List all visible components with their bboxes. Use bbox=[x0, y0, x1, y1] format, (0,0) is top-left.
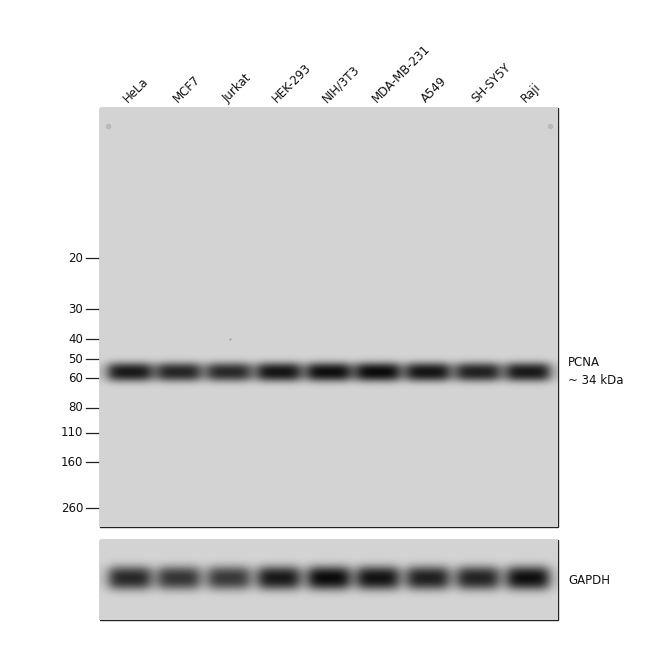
Bar bbox=[100, 108, 558, 527]
Text: 80: 80 bbox=[68, 401, 83, 414]
Text: 110: 110 bbox=[60, 426, 83, 439]
Text: ~ 34 kDa: ~ 34 kDa bbox=[568, 374, 623, 387]
Text: 20: 20 bbox=[68, 251, 83, 264]
Text: 60: 60 bbox=[68, 372, 83, 385]
Text: 260: 260 bbox=[60, 502, 83, 515]
Text: Jurkat: Jurkat bbox=[220, 72, 254, 105]
Text: GAPDH: GAPDH bbox=[568, 574, 610, 587]
Text: 30: 30 bbox=[68, 303, 83, 316]
Text: MDA-MB-231: MDA-MB-231 bbox=[370, 42, 433, 105]
Text: MCF7: MCF7 bbox=[170, 73, 203, 105]
Text: 40: 40 bbox=[68, 333, 83, 346]
Text: A549: A549 bbox=[419, 74, 450, 105]
Text: HEK-293: HEK-293 bbox=[270, 61, 314, 105]
Text: NIH/3T3: NIH/3T3 bbox=[320, 62, 362, 105]
Text: SH-SY5Y: SH-SY5Y bbox=[469, 61, 514, 105]
Text: PCNA: PCNA bbox=[568, 357, 600, 370]
Text: Raji: Raji bbox=[519, 80, 543, 105]
Text: 50: 50 bbox=[68, 353, 83, 366]
Text: HeLa: HeLa bbox=[121, 75, 151, 105]
Bar bbox=[100, 540, 558, 620]
Text: 160: 160 bbox=[60, 456, 83, 469]
